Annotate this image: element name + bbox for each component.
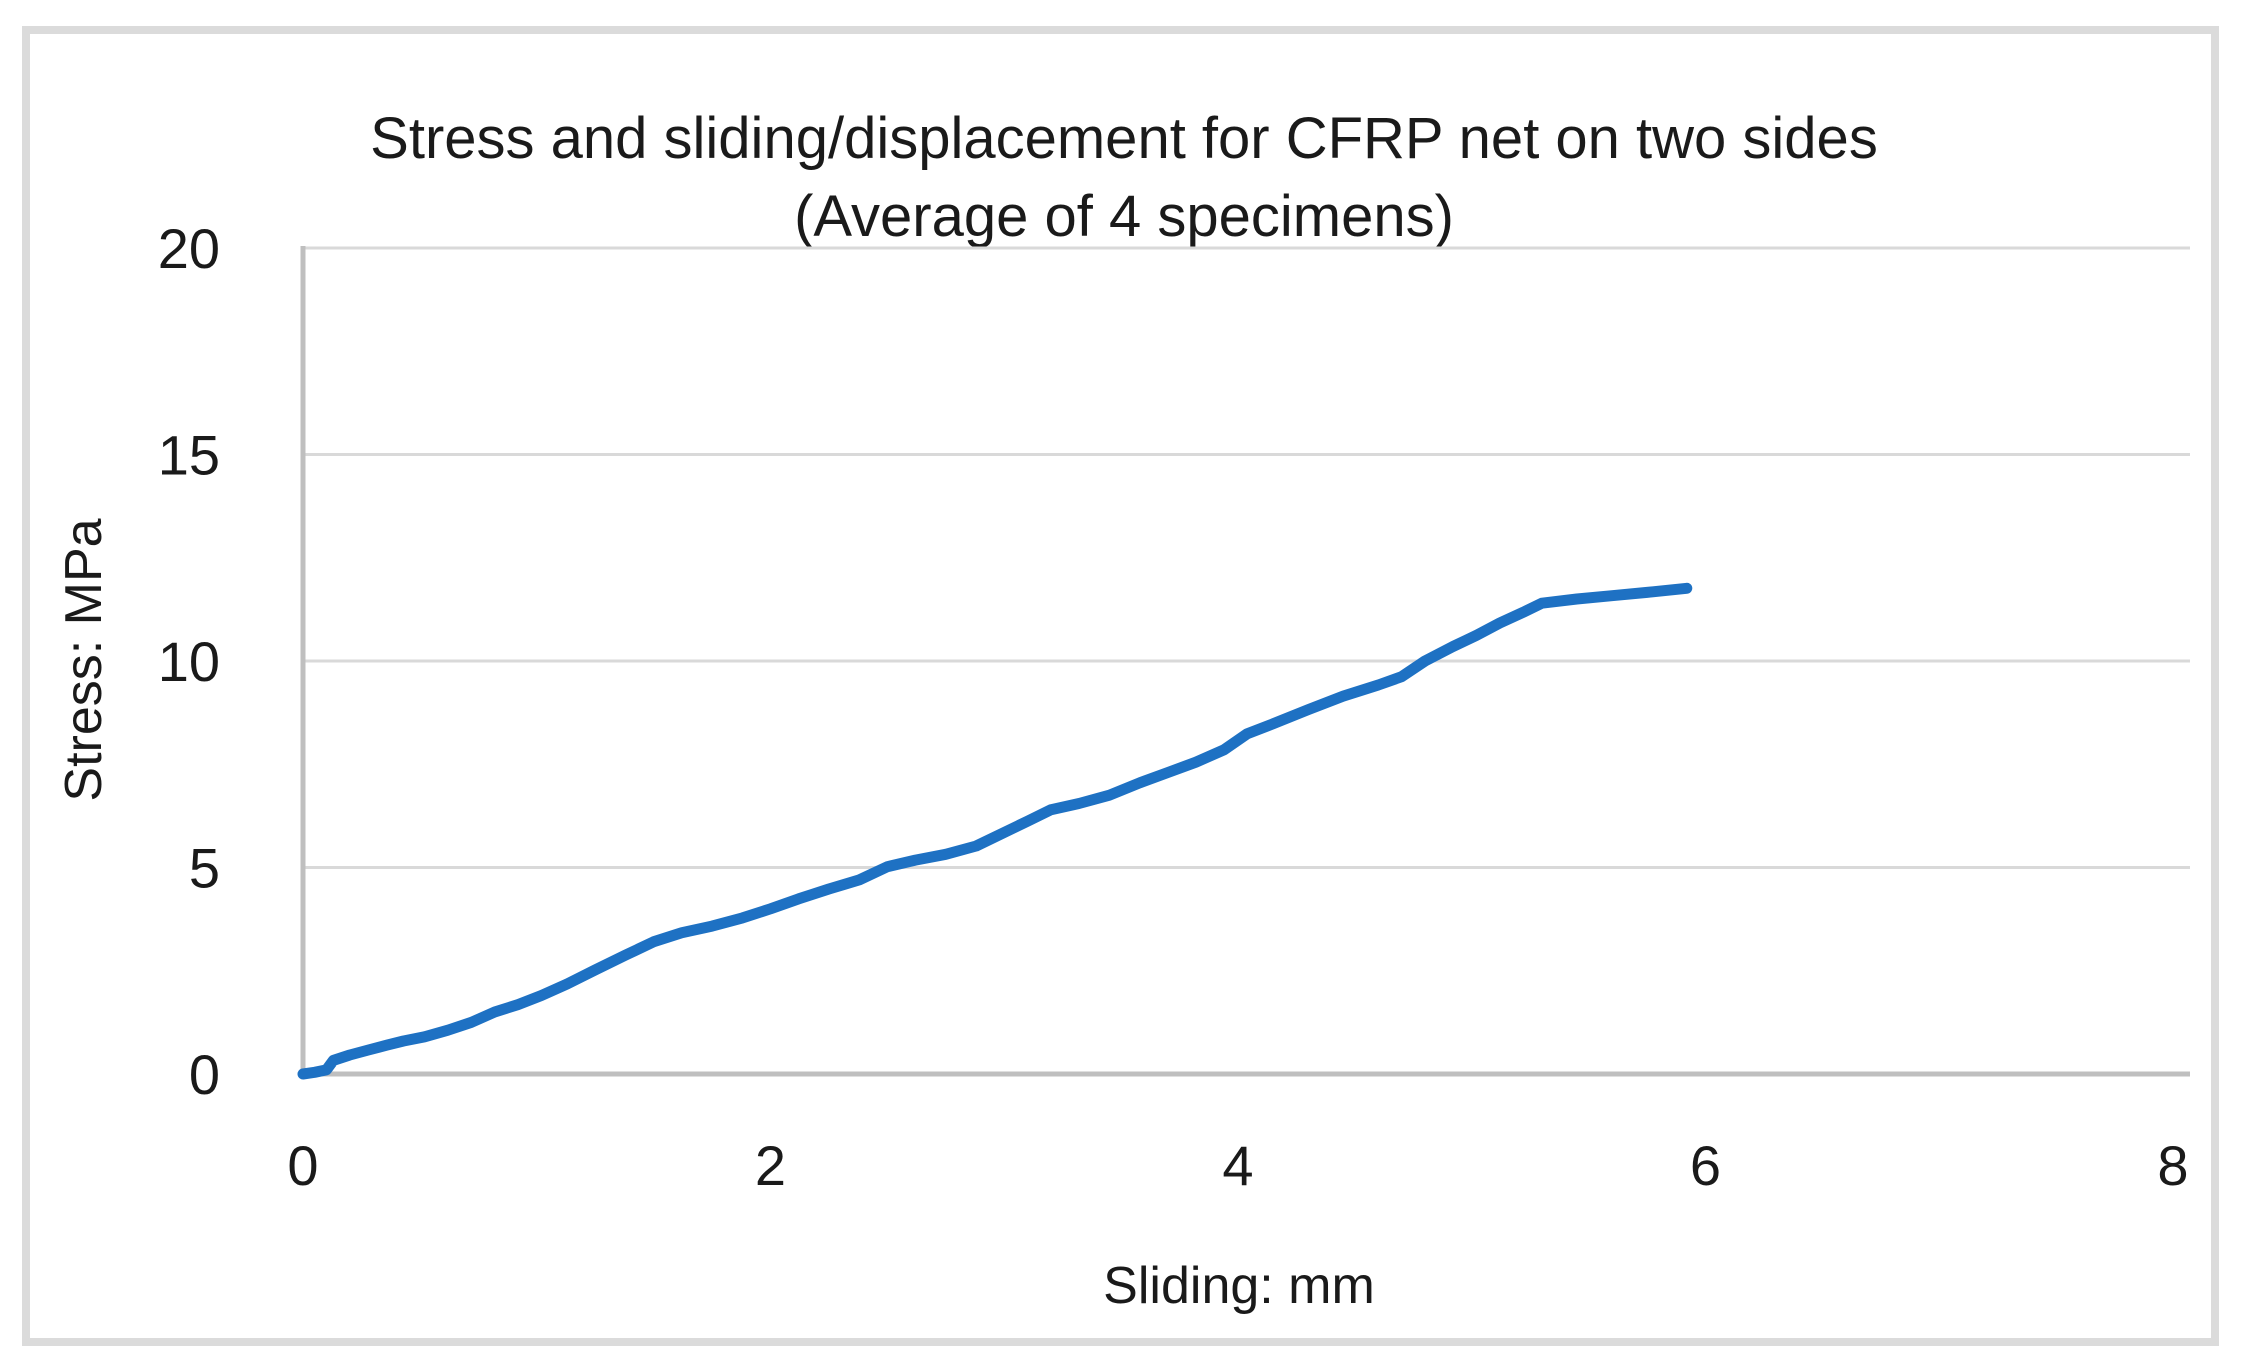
x-tick-label-2: 2	[755, 1134, 786, 1197]
x-tick-label-8: 8	[2157, 1134, 2188, 1197]
x-tick-label-6: 6	[1690, 1134, 1721, 1197]
chart-title: Stress and sliding/displacement for CFRP…	[370, 106, 1878, 171]
chart-subtitle: (Average of 4 specimens)	[794, 184, 1454, 249]
x-tick-label-0: 0	[287, 1134, 318, 1197]
y-tick-label-5: 5	[189, 837, 220, 900]
chart-frame	[22, 26, 2219, 1346]
y-tick-label-15: 15	[158, 424, 220, 487]
y-tick-label-20: 20	[158, 217, 220, 280]
x-tick-label-4: 4	[1222, 1134, 1253, 1197]
y-tick-label-0: 0	[189, 1043, 220, 1106]
y-tick-label-10: 10	[158, 630, 220, 693]
series-line-0	[297, 582, 1693, 1080]
x-axis-title: Sliding: mm	[1103, 1257, 1375, 1315]
